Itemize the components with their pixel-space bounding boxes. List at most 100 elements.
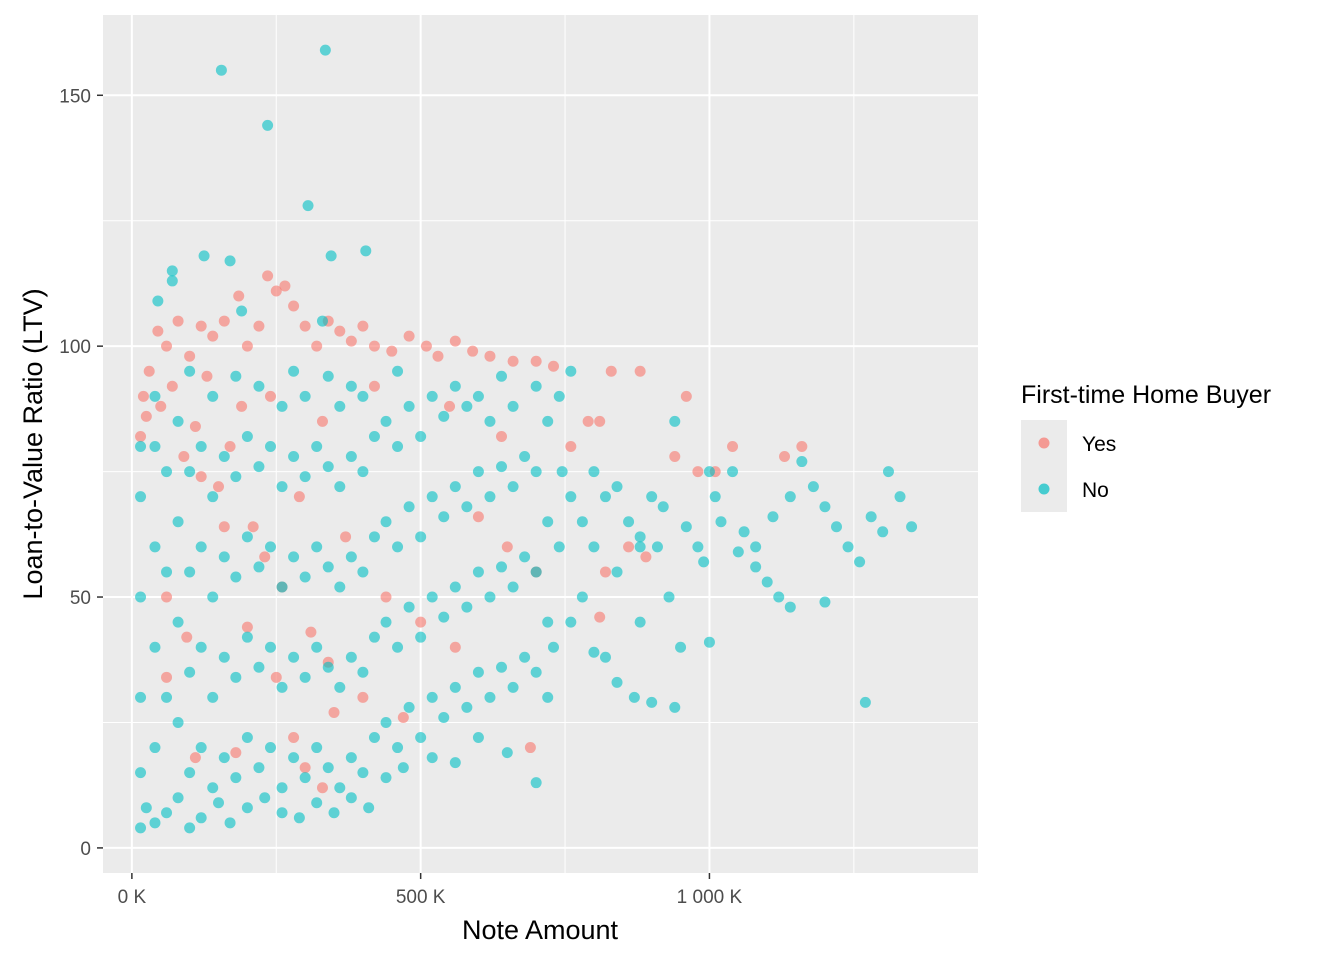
data-point-no (669, 701, 681, 713)
data-point-no (224, 817, 236, 829)
data-point-yes (605, 365, 617, 377)
data-point-no (657, 501, 669, 513)
data-point-no (135, 441, 147, 453)
data-point-yes (311, 340, 323, 352)
data-point-yes (496, 430, 508, 442)
data-point-no (380, 415, 392, 427)
data-point-no (449, 681, 461, 693)
data-point-no (149, 817, 161, 829)
data-point-no (530, 777, 542, 789)
data-point-no (519, 451, 531, 463)
data-point-yes (293, 491, 305, 503)
data-point-no (322, 370, 334, 382)
data-point-yes (247, 521, 259, 533)
data-point-no (415, 732, 427, 744)
data-point-no (692, 541, 704, 553)
data-point-no (698, 556, 710, 568)
data-point-no (299, 671, 311, 683)
data-point-no (195, 742, 207, 754)
data-point-no (262, 119, 274, 131)
data-point-no (288, 651, 300, 663)
data-point-no (334, 581, 346, 593)
data-point-no (264, 541, 276, 553)
data-point-no (906, 521, 918, 533)
data-point-no (264, 641, 276, 653)
data-point-yes (201, 370, 213, 382)
data-point-no (230, 671, 242, 683)
data-point-no (253, 561, 265, 573)
legend-label-no: No (1082, 479, 1109, 502)
data-point-yes (623, 541, 635, 553)
data-point-no (472, 566, 484, 578)
data-point-no (565, 491, 577, 503)
data-point-no (345, 792, 357, 804)
data-point-yes (467, 345, 479, 357)
data-point-no (253, 380, 265, 392)
data-point-yes (340, 531, 352, 543)
data-point-no (663, 591, 675, 603)
data-point-yes (507, 355, 519, 367)
data-point-no (149, 441, 161, 453)
data-point-yes (727, 441, 739, 453)
data-point-no (184, 365, 196, 377)
data-point-no (565, 365, 577, 377)
data-point-no (334, 400, 346, 412)
data-point-no (553, 390, 565, 402)
legend-dot-no (1038, 483, 1050, 495)
data-point-no (276, 581, 288, 593)
data-point-no (322, 661, 334, 673)
data-point-yes (640, 551, 652, 563)
data-point-no (865, 511, 877, 523)
data-point-no (894, 491, 906, 503)
data-point-no (576, 516, 588, 528)
data-point-yes (262, 270, 274, 282)
data-point-no (773, 591, 785, 603)
data-point-no (854, 556, 866, 568)
data-point-no (241, 802, 253, 814)
data-point-no (426, 752, 438, 764)
data-point-no (576, 591, 588, 603)
data-point-no (288, 551, 300, 563)
data-point-yes (582, 415, 594, 427)
data-point-no (316, 315, 328, 327)
data-point-no (449, 757, 461, 769)
data-point-no (784, 601, 796, 613)
data-point-yes (599, 566, 611, 578)
data-point-no (368, 430, 380, 442)
data-point-no (345, 451, 357, 463)
data-point-yes (415, 616, 427, 628)
data-point-no (484, 591, 496, 603)
data-point-yes (253, 320, 265, 332)
y-tick-label: 100 (59, 337, 91, 358)
data-point-no (496, 461, 508, 473)
data-point-no (750, 561, 762, 573)
data-point-no (161, 691, 173, 703)
data-point-no (392, 742, 404, 754)
data-point-yes (161, 340, 173, 352)
data-point-no (507, 681, 519, 693)
data-point-no (135, 767, 147, 779)
data-point-no (264, 441, 276, 453)
data-point-yes (189, 420, 201, 432)
data-point-no (368, 531, 380, 543)
data-point-no (553, 541, 565, 553)
data-point-no (588, 646, 600, 658)
x-axis-title: Note Amount (462, 915, 619, 945)
data-point-no (651, 541, 663, 553)
data-point-no (241, 732, 253, 744)
series-no-points (135, 44, 918, 834)
data-point-yes (634, 365, 646, 377)
legend-title: First-time Home Buyer (1021, 381, 1271, 409)
data-point-yes (264, 390, 276, 402)
data-point-no (184, 666, 196, 678)
data-point-yes (594, 611, 606, 623)
data-point-yes (386, 345, 398, 357)
data-point-no (149, 641, 161, 653)
data-point-no (727, 466, 739, 478)
data-point-no (299, 772, 311, 784)
data-point-yes (195, 320, 207, 332)
minor-gridlines (103, 15, 978, 873)
data-point-yes (316, 782, 328, 794)
data-point-no (276, 807, 288, 819)
data-point-no (426, 691, 438, 703)
